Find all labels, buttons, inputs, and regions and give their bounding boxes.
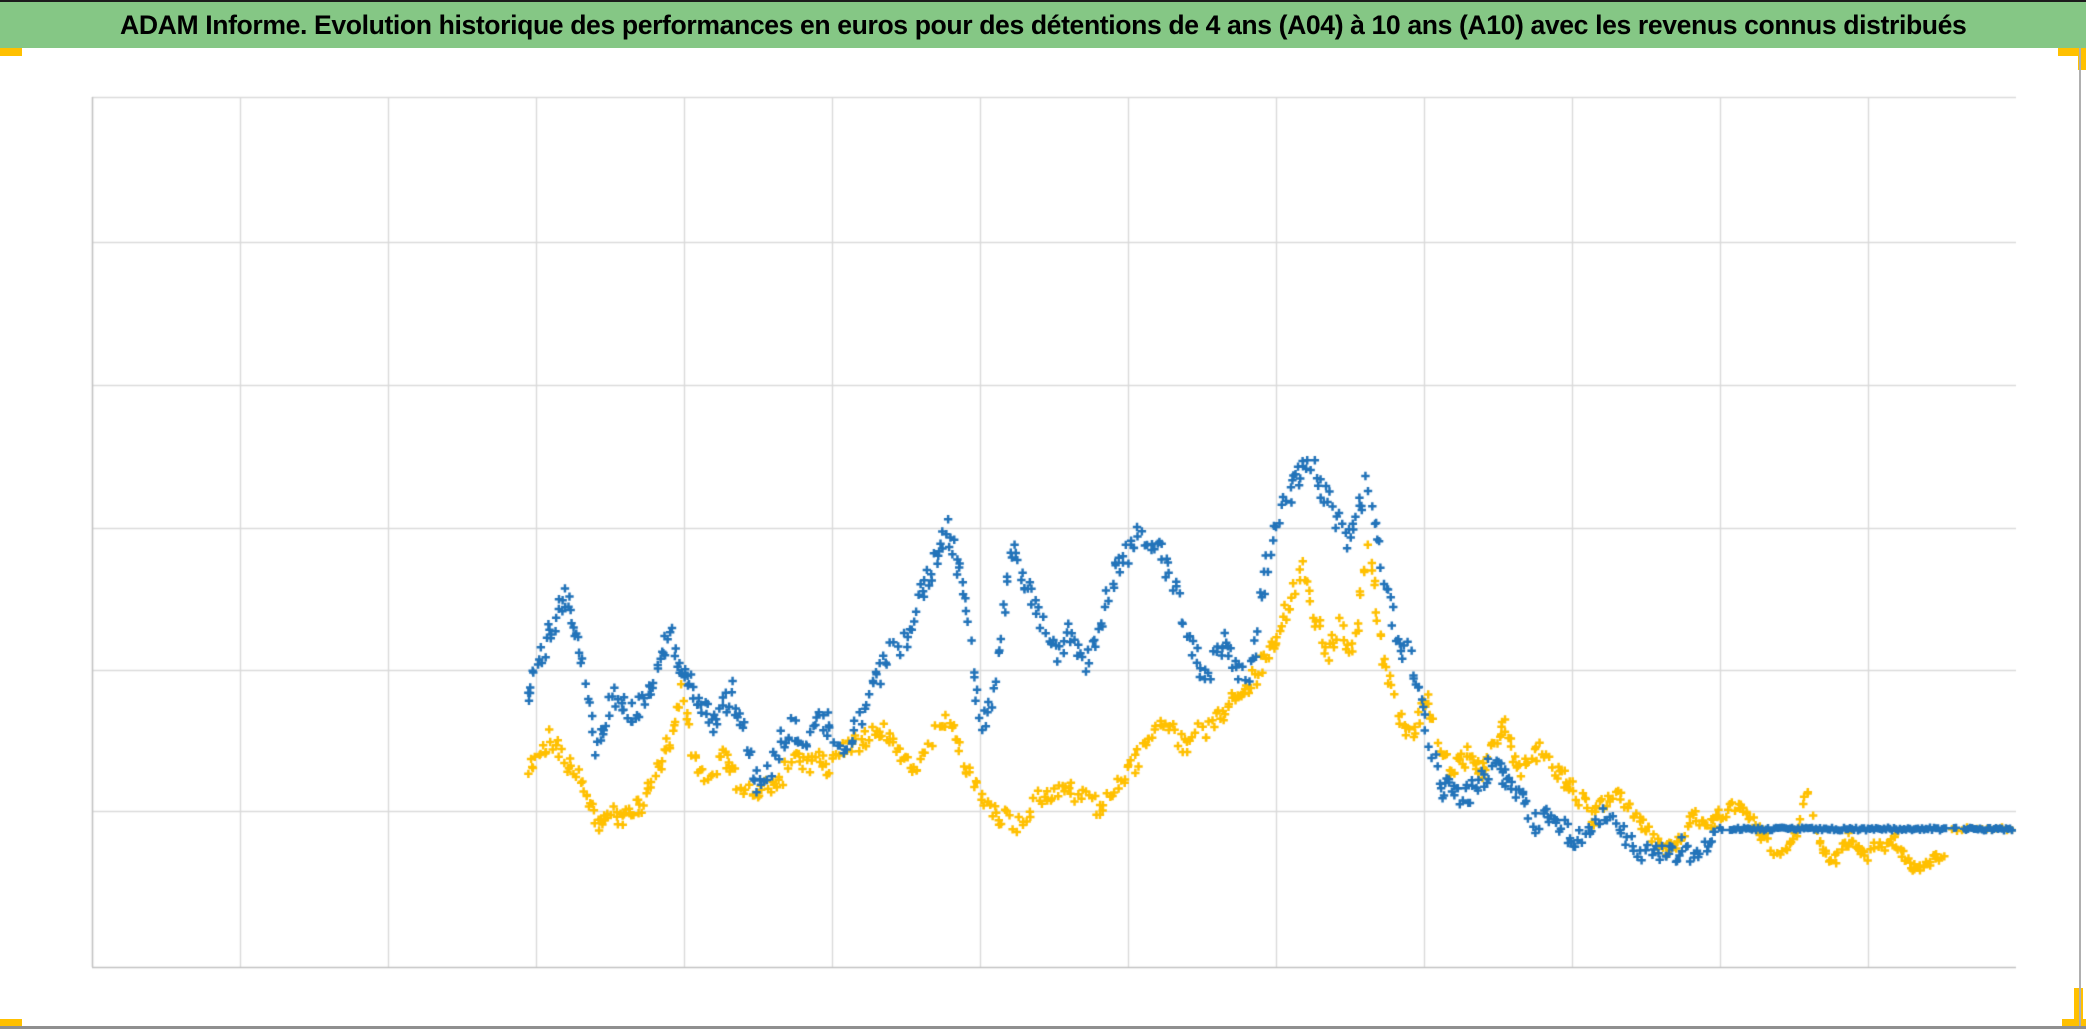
window-edge-bottom: [0, 1026, 2086, 1029]
range-handle-top-right-icon[interactable]: [2058, 48, 2086, 56]
range-handle-bottom-right-icon[interactable]: [2062, 1019, 2086, 1027]
range-handle-bottom-left-icon[interactable]: [0, 1019, 22, 1027]
range-handle-top-left-icon[interactable]: [0, 48, 22, 56]
range-handle-top-right-icon[interactable]: [2078, 48, 2086, 70]
range-handle-bottom-right-icon[interactable]: [2074, 988, 2083, 1027]
window-edge-right: [2079, 48, 2081, 1027]
